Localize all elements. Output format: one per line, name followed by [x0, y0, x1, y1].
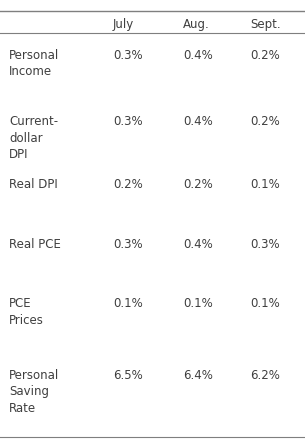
- Text: 0.2%: 0.2%: [250, 49, 280, 62]
- Text: 0.3%: 0.3%: [113, 49, 142, 62]
- Text: Sept.: Sept.: [250, 18, 281, 31]
- Text: 0.3%: 0.3%: [113, 238, 142, 250]
- Text: 0.3%: 0.3%: [113, 115, 142, 128]
- Text: 6.2%: 6.2%: [250, 369, 280, 381]
- Text: Real DPI: Real DPI: [9, 178, 58, 190]
- Text: PCE
Prices: PCE Prices: [9, 297, 44, 327]
- Text: 6.5%: 6.5%: [113, 369, 143, 381]
- Text: Current-
dollar
DPI: Current- dollar DPI: [9, 115, 58, 162]
- Text: Personal
Saving
Rate: Personal Saving Rate: [9, 369, 59, 415]
- Text: 0.1%: 0.1%: [250, 297, 280, 310]
- Text: 0.4%: 0.4%: [183, 49, 213, 62]
- Text: July: July: [113, 18, 134, 31]
- Text: 0.1%: 0.1%: [250, 178, 280, 190]
- Text: 0.1%: 0.1%: [113, 297, 143, 310]
- Text: 0.1%: 0.1%: [183, 297, 213, 310]
- Text: 0.4%: 0.4%: [183, 238, 213, 250]
- Text: 6.4%: 6.4%: [183, 369, 213, 381]
- Text: Personal
Income: Personal Income: [9, 49, 59, 78]
- Text: Aug.: Aug.: [183, 18, 210, 31]
- Text: 0.2%: 0.2%: [113, 178, 143, 190]
- Text: 0.2%: 0.2%: [183, 178, 213, 190]
- Text: Real PCE: Real PCE: [9, 238, 61, 250]
- Text: 0.2%: 0.2%: [250, 115, 280, 128]
- Text: 0.4%: 0.4%: [183, 115, 213, 128]
- Text: 0.3%: 0.3%: [250, 238, 280, 250]
